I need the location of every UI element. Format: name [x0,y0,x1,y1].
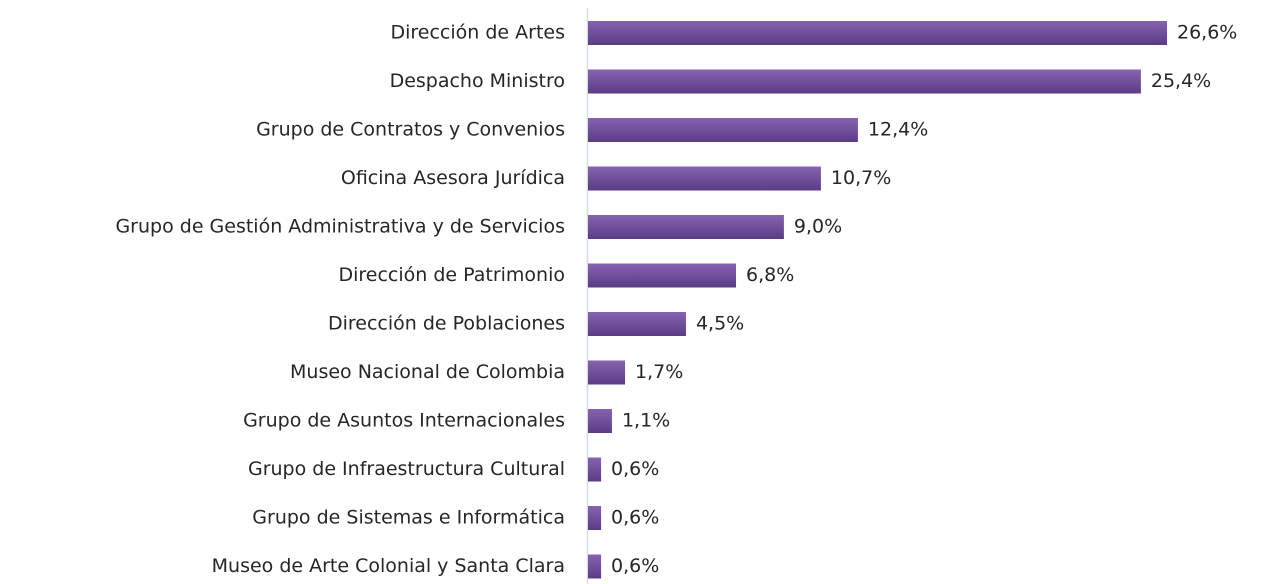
value-label: 25,4% [1151,70,1211,92]
value-label: 0,6% [611,458,659,480]
bar [588,166,821,191]
category-label: Dirección de Artes [390,22,565,44]
category-label: Grupo de Infraestructura Cultural [248,458,565,480]
value-label: 1,1% [622,410,670,432]
value-label: 6,8% [746,264,794,286]
category-label: Grupo de Gestión Administrativa y de Ser… [115,216,565,238]
bar [588,312,686,336]
value-label: 10,7% [831,167,891,189]
category-label: Grupo de Asuntos Internacionales [243,410,565,432]
category-label: Grupo de Sistemas e Informática [252,507,565,529]
category-label: Despacho Ministro [390,70,565,92]
bar [588,457,602,482]
category-label: Dirección de Poblaciones [328,313,565,335]
bar [588,263,737,288]
category-label: Dirección de Patrimonio [338,264,565,286]
value-label: 0,6% [611,507,659,529]
bar [588,118,858,142]
value-label: 4,5% [696,313,744,335]
bar [588,554,602,579]
value-label: 0,6% [611,555,659,577]
value-label: 1,7% [635,361,683,383]
value-label: 9,0% [794,216,842,238]
bar [588,360,626,385]
bar [588,21,1167,45]
bar [588,215,784,239]
bar [588,69,1141,94]
bar [588,409,612,433]
category-label: Museo Nacional de Colombia [290,361,565,383]
value-label: 26,6% [1177,22,1237,44]
bar [588,506,602,530]
category-label: Oficina Asesora Jurídica [341,167,565,189]
value-label: 12,4% [868,119,928,141]
category-label: Museo de Arte Colonial y Santa Clara [212,555,565,577]
category-label: Grupo de Contratos y Convenios [256,119,565,141]
